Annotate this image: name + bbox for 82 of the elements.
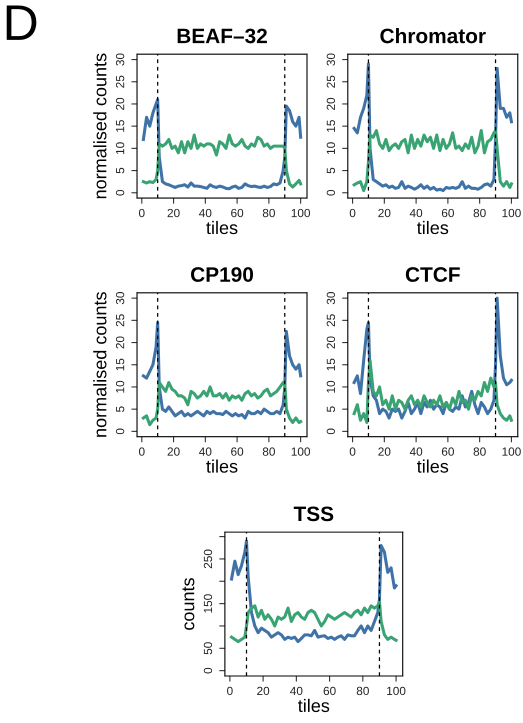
y-tick-label: 0 [116, 428, 124, 434]
text: D [6, 5, 36, 40]
x-axis-title: tiles [417, 460, 448, 473]
y-tick-label: 30 [326, 53, 336, 66]
y-tick-label: 20 [326, 98, 336, 110]
y-tick-label: 30 [326, 292, 336, 304]
y-tick-label: 0 [116, 190, 124, 196]
chart-title: BEAF–32 [178, 28, 267, 44]
y-tick-label: 10 [116, 142, 124, 154]
chart-title: CP190 [191, 267, 254, 282]
x-tick-label: 40 [199, 208, 212, 218]
y-axis-title: normalised counts [93, 292, 106, 437]
x-tick-label: 100 [292, 208, 310, 218]
x-tick-label: 100 [502, 447, 521, 456]
y-tick-label: 5 [326, 406, 336, 412]
y-tick-label: 10 [116, 380, 124, 393]
y-tick-label: 50 [204, 642, 212, 654]
x-tick-label: 20 [168, 447, 180, 456]
line-series [230, 600, 398, 644]
x-axis-title: tiles [206, 460, 238, 473]
x-tick-label: 80 [474, 208, 486, 218]
line-series [142, 134, 302, 189]
x-tick-label: 40 [410, 208, 422, 218]
line-series [230, 540, 398, 644]
y-tick-label: 25 [116, 314, 124, 326]
y-tick-label: 10 [326, 380, 336, 393]
x-tick-label: 20 [378, 208, 390, 218]
y-tick-label: 25 [326, 314, 336, 326]
line-series [352, 129, 513, 192]
x-tick-label: 60 [324, 686, 336, 696]
y-tick-label: 5 [326, 168, 336, 174]
y-axis-title: normalised counts [93, 54, 106, 198]
y-tick-label: 15 [116, 358, 124, 370]
x-tick-label: 60 [231, 208, 244, 218]
y-tick-label: 5 [116, 406, 124, 412]
chart-title: CTCF [406, 267, 460, 282]
y-tick-label: 15 [326, 358, 336, 370]
chart-title: Chromator [380, 28, 486, 44]
y-axis-title: counts [182, 578, 194, 630]
x-tick-label: 80 [356, 686, 369, 696]
x-tick-label: 0 [138, 208, 145, 218]
x-tick-label: 60 [442, 447, 454, 456]
x-tick-label: 0 [227, 686, 233, 696]
x-tick-label: 20 [257, 686, 270, 696]
x-axis-title: tiles [298, 698, 330, 712]
y-tick-label: 150 [204, 594, 212, 613]
x-tick-label: 40 [290, 686, 302, 696]
y-tick-label: 20 [116, 336, 124, 349]
x-tick-label: 100 [292, 447, 310, 456]
y-tick-label: 30 [116, 292, 124, 304]
x-tick-label: 20 [168, 208, 180, 218]
line-series [142, 380, 302, 426]
y-tick-label: 20 [326, 336, 336, 349]
x-tick-label: 40 [199, 447, 212, 456]
y-tick-label: 20 [116, 98, 124, 110]
x-axis-title: tiles [417, 220, 448, 234]
x-tick-label: 80 [474, 447, 486, 456]
x-tick-label: 60 [442, 208, 454, 218]
chart-title: TSS [294, 506, 334, 522]
x-tick-label: 40 [410, 447, 422, 456]
x-tick-label: 20 [378, 447, 390, 456]
x-tick-label: 60 [231, 447, 244, 456]
x-tick-label: 100 [387, 686, 406, 696]
y-tick-label: 0 [326, 190, 336, 196]
x-tick-label: 0 [350, 208, 356, 218]
y-tick-label: 10 [326, 142, 336, 154]
y-tick-label: 5 [116, 168, 124, 174]
y-tick-label: 0 [204, 668, 212, 674]
x-tick-label: 80 [262, 208, 275, 218]
y-tick-label: 0 [326, 428, 336, 434]
y-tick-label: 25 [116, 76, 124, 88]
x-axis-title: tiles [206, 220, 238, 234]
y-tick-label: 15 [326, 120, 336, 132]
x-tick-label: 0 [138, 447, 145, 456]
x-tick-label: 80 [262, 447, 275, 456]
y-tick-label: 30 [116, 53, 124, 66]
x-tick-label: 100 [502, 208, 521, 218]
y-tick-label: 250 [204, 550, 212, 568]
y-tick-label: 25 [326, 76, 336, 88]
y-tick-label: 15 [116, 120, 124, 132]
line-series [352, 358, 513, 424]
x-tick-label: 0 [350, 447, 356, 456]
